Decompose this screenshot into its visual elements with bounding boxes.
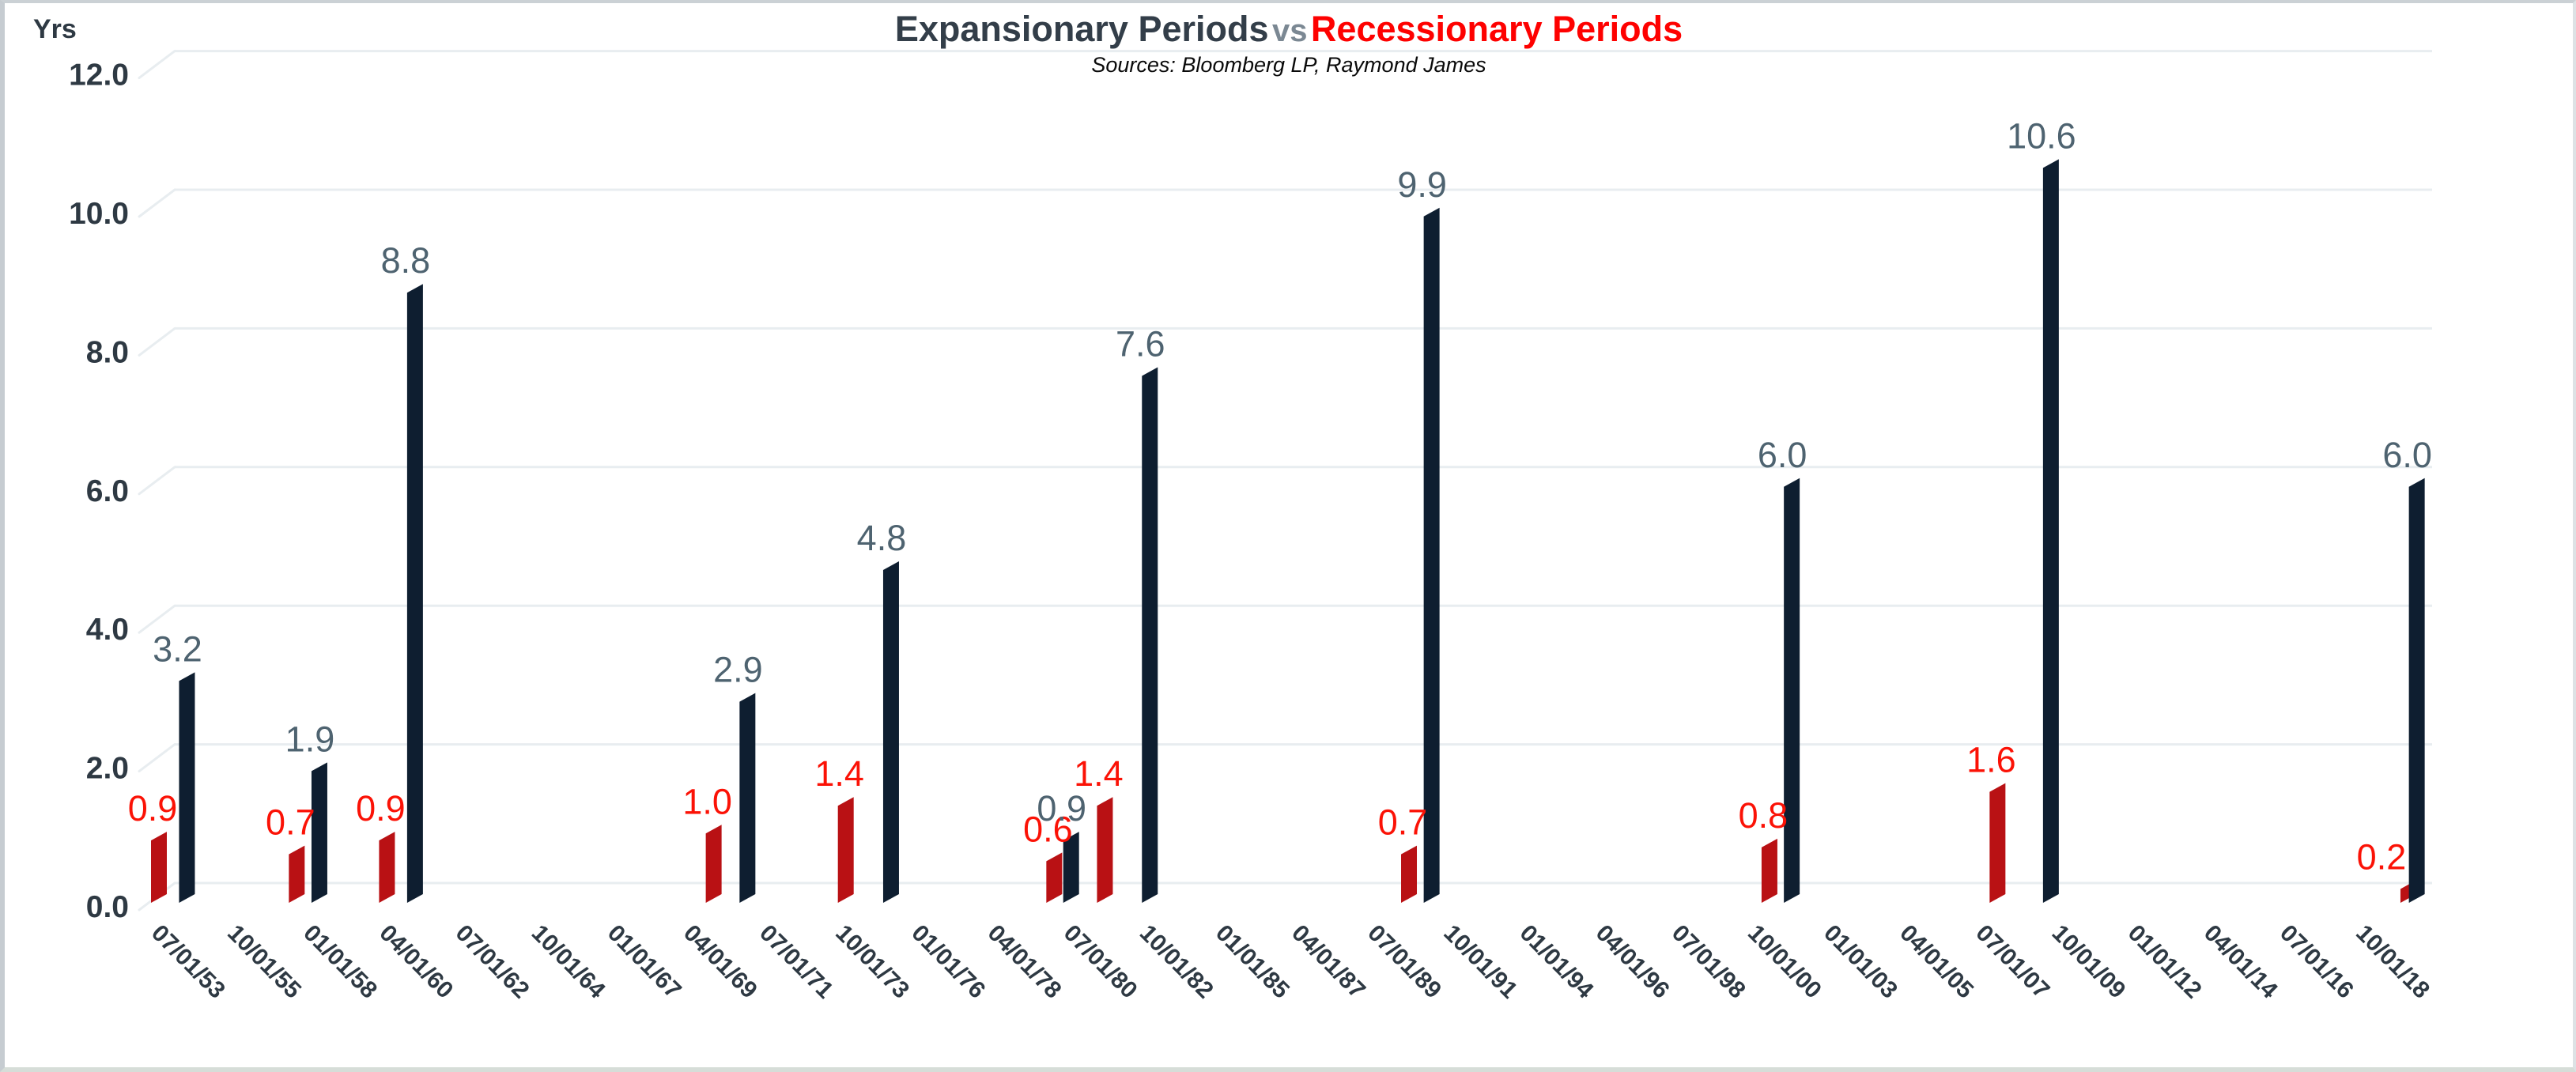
recession-bar xyxy=(1046,852,1063,903)
x-tick-label: 07/01/16 xyxy=(2275,920,2359,1004)
x-tick-label: 04/01/60 xyxy=(374,920,458,1004)
y-tick-label: 2.0 xyxy=(86,752,129,786)
expansion-bar xyxy=(1423,207,1440,903)
expansion-bar xyxy=(311,762,327,903)
recession-value-label: 0.7 xyxy=(1378,802,1428,843)
recession-bar xyxy=(1401,845,1418,903)
expansion-bar xyxy=(2408,477,2425,903)
gridline-lead xyxy=(138,743,176,773)
recession-value-label: 0.2 xyxy=(2357,836,2407,877)
expansion-bar xyxy=(2042,159,2059,903)
chart-title-block: Expansionary Periods vs Recessionary Per… xyxy=(5,9,2573,77)
x-tick-label: 10/01/00 xyxy=(1743,920,1826,1004)
recession-value-label: 0.7 xyxy=(266,802,315,843)
recession-value-label: 0.6 xyxy=(1023,809,1073,849)
y-tick-label: 0.0 xyxy=(86,890,129,924)
expansion-value-label: 2.9 xyxy=(713,650,763,690)
y-tick-label: 8.0 xyxy=(86,335,129,369)
recession-bar xyxy=(1097,797,1113,903)
recession-value-label: 0.9 xyxy=(356,788,406,829)
y-axis-unit-label: Yrs xyxy=(33,14,77,44)
x-tick-label: 07/01/53 xyxy=(146,920,230,1004)
expansion-value-label: 6.0 xyxy=(2382,435,2432,475)
x-tick-label: 01/01/03 xyxy=(1819,920,1902,1004)
x-tick-label: 01/01/12 xyxy=(2123,920,2207,1004)
x-tick-label: 10/01/55 xyxy=(222,920,306,1004)
recession-bar xyxy=(1989,783,2006,903)
expansion-value-label: 0.9 xyxy=(1037,788,1086,829)
recession-value-label: 1.4 xyxy=(1074,753,1124,794)
title-vs: vs xyxy=(1271,13,1308,48)
bar-chart: 0.02.04.06.08.010.012.0Yrs07/01/5310/01/… xyxy=(33,14,2434,1004)
recession-bar xyxy=(837,797,854,903)
expansion-value-label: 4.8 xyxy=(857,518,907,558)
y-tick-label: 6.0 xyxy=(86,474,129,508)
x-tick-label: 10/01/09 xyxy=(2047,920,2131,1004)
x-tick-label: 10/01/73 xyxy=(830,920,914,1004)
expansion-value-label: 1.9 xyxy=(285,719,335,759)
recession-value-label: 0.8 xyxy=(1739,795,1788,836)
x-tick-label: 07/01/62 xyxy=(451,920,534,1004)
x-tick-label: 04/01/69 xyxy=(678,920,762,1004)
x-tick-label: 04/01/78 xyxy=(983,920,1067,1004)
recession-value-label: 0.9 xyxy=(128,788,178,829)
x-tick-label: 10/01/91 xyxy=(1438,920,1522,1004)
x-tick-label: 04/01/14 xyxy=(2199,920,2283,1004)
gridline-lead xyxy=(138,50,176,80)
expansion-value-label: 6.0 xyxy=(1758,435,1807,475)
expansion-bar xyxy=(406,284,423,903)
gridline-lead xyxy=(138,604,176,634)
y-tick-label: 10.0 xyxy=(69,197,129,231)
expansion-value-label: 10.6 xyxy=(2007,115,2076,156)
expansion-value-label: 7.6 xyxy=(1116,323,1165,364)
expansion-value-label: 8.8 xyxy=(381,240,431,281)
y-tick-label: 12.0 xyxy=(69,59,129,92)
gridline-lead xyxy=(138,466,176,496)
expansion-bar xyxy=(1063,832,1079,903)
x-tick-label: 01/01/94 xyxy=(1515,920,1599,1004)
recession-bar xyxy=(705,825,722,903)
expansion-bar xyxy=(739,693,756,903)
x-tick-label: 04/01/05 xyxy=(1894,920,1978,1004)
x-tick-label: 01/01/58 xyxy=(298,920,382,1004)
expansion-bar xyxy=(1142,367,1158,904)
x-tick-label: 10/01/18 xyxy=(2351,920,2434,1004)
x-tick-label: 07/01/71 xyxy=(754,920,838,1004)
recession-bar xyxy=(289,845,305,903)
expansion-value-label: 9.9 xyxy=(1397,164,1447,205)
x-tick-label: 07/01/80 xyxy=(1059,920,1143,1004)
x-tick-label: 07/01/98 xyxy=(1667,920,1751,1004)
title-recessionary: Recessionary Periods xyxy=(1310,9,1683,49)
gridline-lead xyxy=(138,188,176,218)
x-tick-label: 10/01/82 xyxy=(1135,920,1218,1004)
recession-value-label: 1.0 xyxy=(682,781,732,821)
y-tick-label: 4.0 xyxy=(86,613,129,647)
recession-value-label: 1.4 xyxy=(814,753,864,794)
x-tick-label: 04/01/96 xyxy=(1591,920,1675,1004)
expansion-bar xyxy=(179,672,195,903)
expansion-bar xyxy=(882,561,899,903)
x-tick-label: 07/01/89 xyxy=(1362,920,1446,1004)
recession-bar xyxy=(379,832,395,903)
recession-bar xyxy=(1761,838,1777,903)
expansion-value-label: 3.2 xyxy=(153,628,202,669)
x-tick-label: 07/01/07 xyxy=(1970,920,2054,1004)
expansion-bar xyxy=(1784,477,1800,903)
title-expansionary: Expansionary Periods xyxy=(894,9,1269,49)
x-tick-label: 10/01/64 xyxy=(527,920,610,1004)
gridline-lead xyxy=(138,327,176,357)
x-tick-label: 01/01/67 xyxy=(602,920,686,1004)
recession-value-label: 1.6 xyxy=(1966,740,2016,780)
recession-bar xyxy=(151,832,167,903)
x-tick-label: 01/01/76 xyxy=(906,920,990,1004)
chart-sources-subtitle: Sources: Bloomberg LP, Raymond James xyxy=(1091,52,1486,77)
x-tick-label: 04/01/87 xyxy=(1286,920,1370,1004)
x-tick-label: 01/01/85 xyxy=(1211,920,1294,1004)
